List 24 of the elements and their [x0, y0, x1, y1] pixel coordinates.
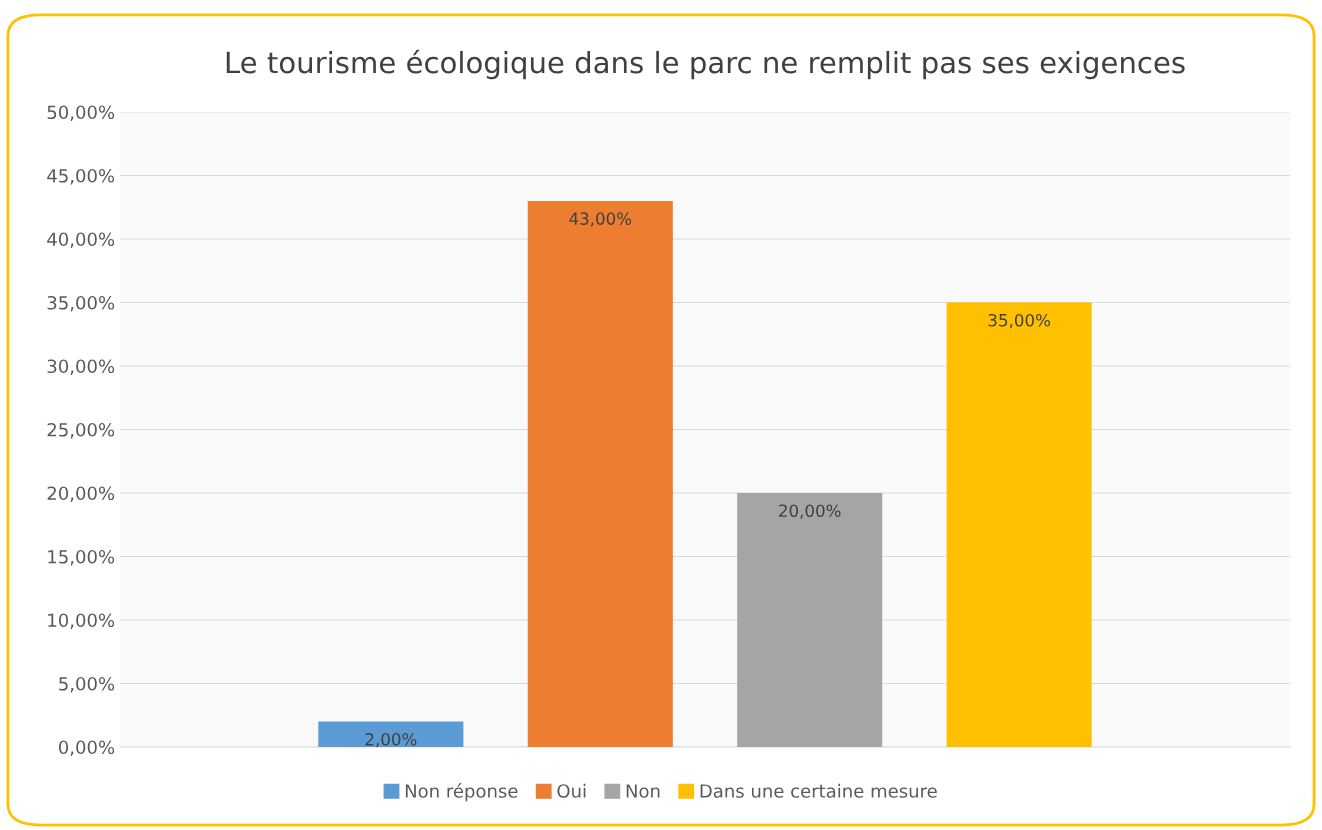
y-tick-label: 20,00% [47, 486, 115, 502]
legend-label: Dans une certaine mesure [700, 783, 937, 798]
y-tick-label: 35,00% [47, 295, 115, 312]
y-tick-label: 40,00% [47, 232, 115, 248]
y-tick-label: 10,00% [48, 613, 115, 629]
data-label: 2,00% [365, 733, 417, 748]
chart-title: Le tourisme écologique dans le parc ne remplit pas ses exigences [226, 49, 1185, 80]
bar [946, 302, 1092, 747]
y-tick-label: 25,00% [47, 422, 115, 439]
bar [318, 721, 464, 747]
data-label: 20,00% [779, 504, 841, 519]
y-tick-label: 5,00% [59, 676, 115, 693]
legend-label: Non [626, 784, 660, 798]
data-label: 35,00% [988, 313, 1050, 329]
legend-label: Non réponse [405, 783, 518, 802]
bar [737, 493, 883, 747]
y-tick-label: 0,00% [58, 740, 115, 756]
bar [527, 200, 673, 747]
data-label: 43,00% [569, 212, 632, 227]
legend-label: Oui [557, 783, 586, 798]
y-tick-label: 45,00% [47, 168, 115, 185]
y-tick-label: 15,00% [48, 549, 115, 566]
y-tick-label: 30,00% [47, 359, 115, 375]
y-tick-label: 50,00% [47, 105, 115, 121]
